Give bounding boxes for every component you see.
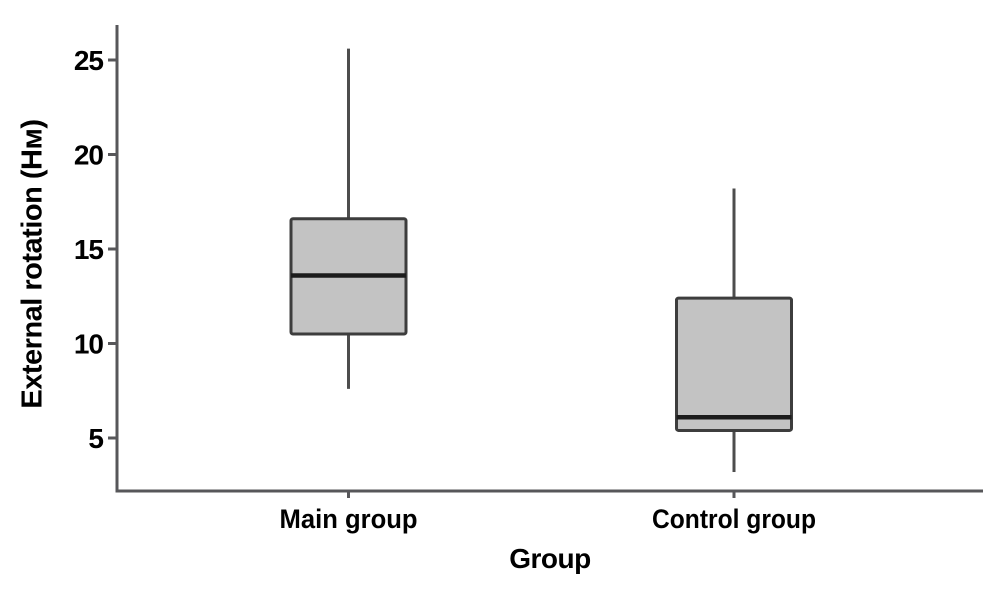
x-category-label-control-group: Control group	[652, 504, 816, 534]
y-tick-label-10: 10	[74, 329, 104, 360]
x-axis-title: Group	[509, 543, 591, 574]
y-axis-title: External rotation (Нм)	[16, 119, 49, 409]
box-control-group	[675, 296, 793, 432]
y-tick-label-5: 5	[88, 423, 103, 454]
x-category-label-main-group: Main group	[280, 504, 418, 534]
y-tick-label-15: 15	[74, 234, 104, 265]
y-tick-label-20: 20	[74, 140, 104, 171]
y-tick-label-25: 25	[74, 45, 104, 76]
